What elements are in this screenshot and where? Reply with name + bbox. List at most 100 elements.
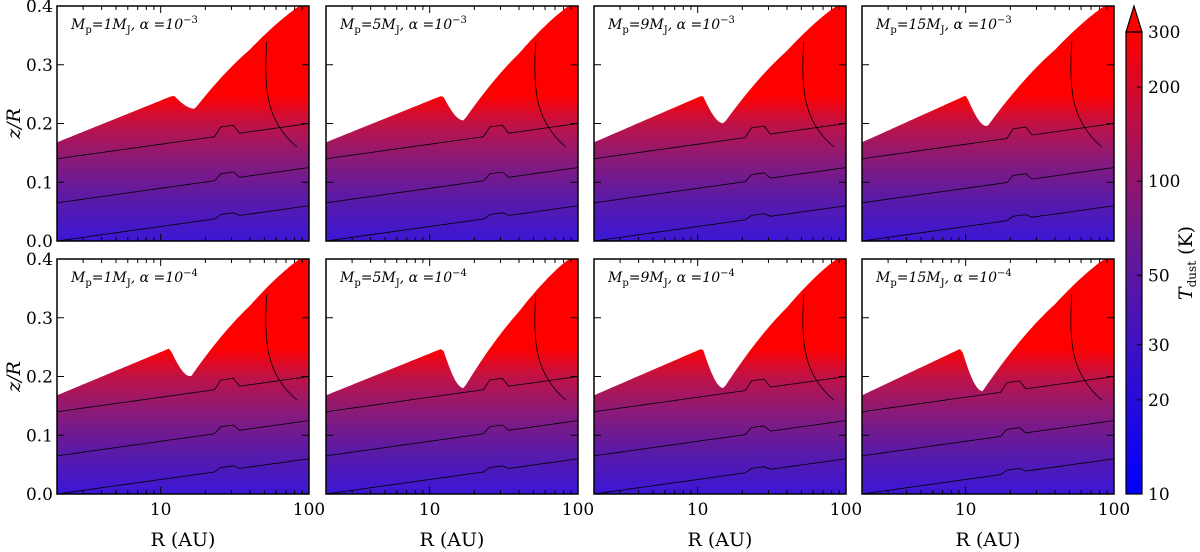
isotherm-contour bbox=[862, 167, 1114, 204]
annotation-part: =1 bbox=[92, 17, 113, 33]
colorbar-tick-label: 200 bbox=[1148, 78, 1180, 98]
isotherm-contour bbox=[326, 458, 578, 494]
disk-temperature-map bbox=[57, 6, 309, 241]
annotation-sub: p bbox=[354, 278, 360, 289]
annotation-sub: p bbox=[354, 25, 360, 36]
isotherm-contour bbox=[57, 376, 309, 413]
annotation-sub: p bbox=[622, 278, 628, 289]
x-tick-label: 10 bbox=[955, 500, 977, 520]
x-axis-label: R (AU) bbox=[956, 529, 1021, 551]
annotation-part: M bbox=[339, 17, 355, 33]
annotation-part: M bbox=[875, 270, 891, 286]
panel-5: Mp=1MJ, α =10−4 bbox=[56, 258, 310, 495]
isotherm-contour bbox=[594, 205, 846, 241]
isotherm-contour-outer bbox=[265, 294, 298, 401]
isotherm-contour-outer bbox=[1070, 294, 1103, 401]
axes-labels-group: 0.00.10.20.30.40.00.10.20.30.410 100 10 100… bbox=[3, 0, 1130, 551]
colorbar-fill bbox=[1126, 32, 1142, 494]
isotherm-contour bbox=[594, 458, 846, 494]
annotation-part: M bbox=[111, 270, 127, 286]
x-tick-label: 10 bbox=[150, 500, 172, 520]
annotation-sub: p bbox=[890, 278, 896, 289]
panel-annotation: Mp=5MJ, α =10−4 bbox=[339, 268, 467, 289]
annotation-sub: J bbox=[126, 278, 131, 289]
isotherm-contour bbox=[862, 123, 1114, 160]
annotation-sup: −4 bbox=[452, 268, 467, 279]
y-tick-label: 0.2 bbox=[26, 368, 53, 388]
annotation-part: , α =10 bbox=[668, 17, 720, 33]
panel-annotation: Mp=1MJ, α =10−3 bbox=[70, 15, 198, 36]
disk-temperature-map bbox=[326, 259, 578, 494]
y-axis-label: z/R bbox=[3, 108, 25, 140]
annotation-part: M bbox=[875, 17, 891, 33]
y-tick-label: 0.1 bbox=[26, 173, 53, 193]
panel-3: Mp=9MJ, α =10−3 bbox=[593, 5, 847, 242]
annotation-part: =15 bbox=[897, 270, 927, 286]
isotherm-contour-outer bbox=[802, 294, 835, 401]
y-tick-label: 0.0 bbox=[26, 232, 53, 252]
isotherm-contour bbox=[57, 420, 309, 457]
panel-4: Mp=15MJ, α =10−3 bbox=[861, 5, 1115, 242]
isotherm-contour bbox=[57, 123, 309, 160]
annotation-part: M bbox=[70, 270, 86, 286]
annotation-part: =9 bbox=[629, 17, 650, 33]
colorbar-tick-label: 10 bbox=[1148, 485, 1170, 505]
colorbar-group: 10 20 30 50 100 200 300 Tdust (K) bbox=[1125, 3, 1199, 505]
colorbar-frame bbox=[1125, 31, 1143, 495]
isotherm-contour bbox=[594, 420, 846, 457]
isotherm-contour-outer bbox=[265, 41, 298, 148]
annotation-part: , α =10 bbox=[945, 17, 997, 33]
annotation-sup: −4 bbox=[997, 268, 1012, 279]
panels-group: Mp=1MJ, α =10−3 Mp=5MJ, α =10−3 Mp=9MJ, α … bbox=[56, 5, 1115, 495]
isotherm-contour bbox=[326, 205, 578, 241]
annotation-part: , α =10 bbox=[131, 17, 183, 33]
x-tick-label: 10 bbox=[419, 500, 441, 520]
annotation-sub: J bbox=[663, 25, 668, 36]
disk-temperature-map bbox=[57, 259, 309, 494]
annotation-sup: −3 bbox=[997, 15, 1012, 26]
annotation-sub: J bbox=[395, 25, 400, 36]
y-tick-label: 0.4 bbox=[26, 0, 53, 17]
annotation-part: =9 bbox=[629, 270, 650, 286]
annotation-part: M bbox=[339, 270, 355, 286]
annotation-sub: J bbox=[395, 278, 400, 289]
disk-temperature-map bbox=[594, 6, 846, 241]
annotation-part: M bbox=[607, 17, 623, 33]
disk-temperature-map bbox=[326, 6, 578, 241]
annotation-part: , α =10 bbox=[400, 270, 452, 286]
annotation-sub: p bbox=[85, 25, 91, 36]
annotation-part: M bbox=[111, 17, 127, 33]
colorbar-tick-label: 30 bbox=[1148, 336, 1170, 356]
colorbar-tick-label: 50 bbox=[1148, 266, 1170, 286]
annotation-sub: J bbox=[126, 25, 131, 36]
panel-2: Mp=5MJ, α =10−3 bbox=[325, 5, 579, 242]
colorbar-label-main: T bbox=[1175, 286, 1197, 300]
annotation-sub: J bbox=[663, 278, 668, 289]
panel-annotation: Mp=1MJ, α =10−4 bbox=[70, 268, 198, 289]
annotation-part: M bbox=[648, 270, 664, 286]
y-tick-label: 0.4 bbox=[26, 250, 53, 270]
y-tick-label: 0.2 bbox=[26, 115, 53, 135]
annotation-sub: J bbox=[940, 278, 945, 289]
annotation-part: , α =10 bbox=[945, 270, 997, 286]
x-tick-label: 100 bbox=[830, 500, 862, 520]
isotherm-contour bbox=[326, 420, 578, 457]
colorbar-tick-label: 100 bbox=[1148, 172, 1180, 192]
panel-annotation: Mp=9MJ, α =10−4 bbox=[607, 268, 735, 289]
annotation-part: , α =10 bbox=[668, 270, 720, 286]
annotation-part: , α =10 bbox=[131, 270, 183, 286]
annotation-part: M bbox=[380, 270, 396, 286]
isotherm-contour bbox=[594, 376, 846, 413]
colorbar-label-sub: dust bbox=[1185, 261, 1199, 288]
x-axis-label: R (AU) bbox=[688, 529, 753, 551]
isotherm-contour-outer bbox=[802, 41, 835, 148]
colorbar-label-unit: (K) bbox=[1175, 226, 1197, 261]
annotation-part: M bbox=[70, 17, 86, 33]
annotation-part: M bbox=[925, 17, 941, 33]
annotation-sub: p bbox=[890, 25, 896, 36]
panel-6: Mp=5MJ, α =10−4 bbox=[325, 258, 579, 495]
isotherm-contour bbox=[57, 458, 309, 494]
annotation-part: , α =10 bbox=[400, 17, 452, 33]
y-tick-label: 0.1 bbox=[26, 426, 53, 446]
